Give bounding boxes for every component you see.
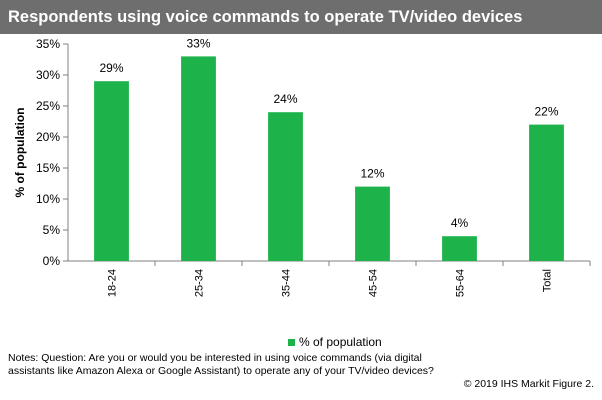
x-tick-label: 35-44 xyxy=(281,269,293,297)
y-tick-label: 0% xyxy=(43,254,61,268)
y-tick-label: 35% xyxy=(36,37,60,51)
x-tick-label: 18-24 xyxy=(107,269,119,297)
x-tick-label: 55-64 xyxy=(455,269,467,297)
data-label: 33% xyxy=(186,36,210,50)
data-label: 22% xyxy=(534,105,558,119)
y-tick-label: 30% xyxy=(36,68,60,82)
data-label: 4% xyxy=(451,216,469,230)
y-tick-label: 5% xyxy=(43,223,61,237)
data-label: 12% xyxy=(360,167,384,181)
y-tick-label: 20% xyxy=(36,130,60,144)
bar xyxy=(268,112,303,261)
bar xyxy=(94,81,129,261)
title-bar: Respondents using voice commands to oper… xyxy=(0,0,602,34)
bar xyxy=(355,186,390,261)
y-tick-label: 10% xyxy=(36,192,60,206)
y-axis-title: % of population xyxy=(13,108,27,198)
legend-swatch xyxy=(288,338,295,346)
credit: © 2019 IHS Markit Figure 2. xyxy=(463,378,594,390)
legend-label: % of population xyxy=(299,335,382,349)
data-label: 29% xyxy=(99,61,123,75)
x-tick-label: 25-34 xyxy=(194,269,206,297)
bar xyxy=(181,56,216,262)
legend: % of population xyxy=(288,335,382,349)
data-label: 24% xyxy=(273,92,297,106)
chart-title: Respondents using voice commands to oper… xyxy=(8,7,523,26)
y-tick-label: 15% xyxy=(36,161,60,175)
y-tick-label: 25% xyxy=(36,99,60,113)
x-tick-label: 45-54 xyxy=(368,269,380,297)
notes: Notes: Question: Are you or would you be… xyxy=(8,352,434,377)
bar xyxy=(442,236,477,261)
bar xyxy=(529,124,564,261)
x-tick-label: Total xyxy=(542,269,554,292)
bar-chart: 0% 5% 10% 15% 20% 25% 30% 35% % of population 29%… xyxy=(13,36,591,297)
